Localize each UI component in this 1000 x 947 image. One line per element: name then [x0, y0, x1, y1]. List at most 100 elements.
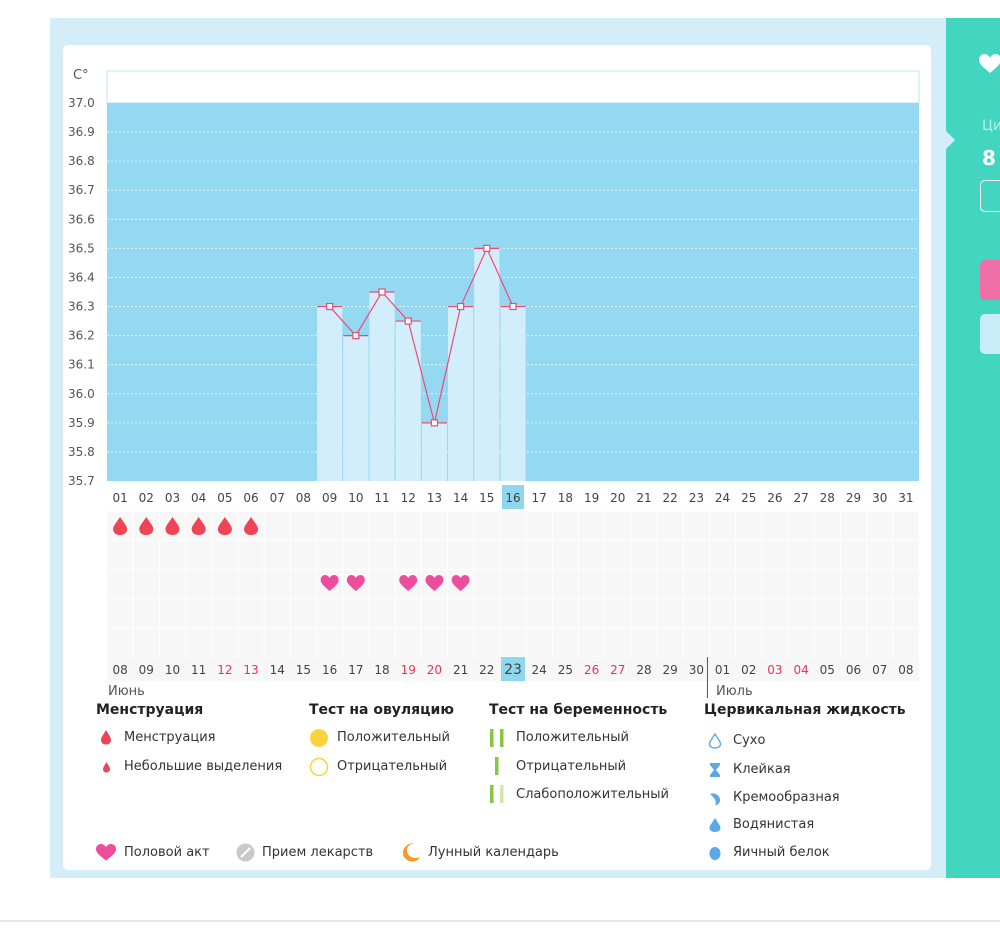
cycle-day-label[interactable]: 16: [505, 491, 520, 505]
cycle-day-label[interactable]: 21: [636, 491, 651, 505]
cycle-day-label[interactable]: 25: [741, 491, 756, 505]
calendar-date-label[interactable]: 18: [374, 663, 389, 677]
cycle-day-label[interactable]: 07: [270, 491, 285, 505]
cycle-day-label[interactable]: 05: [217, 491, 232, 505]
y-tick-label: 35.7: [68, 474, 95, 488]
temperature-point[interactable]: [378, 288, 386, 296]
intercourse-heart-icon[interactable]: [346, 575, 365, 591]
temperature-point[interactable]: [509, 302, 517, 311]
cycle-day-label[interactable]: 31: [898, 491, 913, 505]
menstruation-drop-icon[interactable]: [165, 517, 180, 535]
cycle-day-label[interactable]: 14: [453, 491, 468, 505]
calendar-date-label[interactable]: 19: [401, 663, 416, 677]
add-entry-button[interactable]: [980, 260, 1000, 300]
temperature-point[interactable]: [430, 419, 439, 427]
calendar-date-label[interactable]: 11: [191, 663, 206, 677]
calendar-date-label[interactable]: 22: [479, 663, 494, 677]
calendar-date-label[interactable]: 06: [846, 663, 861, 677]
y-tick-label: 35.8: [68, 445, 95, 459]
calendar-date-label[interactable]: 01: [715, 663, 730, 677]
cycle-day-label[interactable]: 23: [689, 491, 704, 505]
menstruation-drop-icon[interactable]: [113, 517, 128, 535]
cycle-day-label[interactable]: 22: [663, 491, 678, 505]
page-divider: [0, 920, 1000, 922]
calendar-date-label[interactable]: 07: [872, 663, 887, 677]
y-tick-label: 35.9: [68, 416, 95, 430]
cycle-day-label[interactable]: 06: [243, 491, 258, 505]
calendar-date-label[interactable]: 08: [112, 663, 127, 677]
cycle-day-label[interactable]: 09: [322, 491, 337, 505]
cycle-day-label[interactable]: 19: [584, 491, 599, 505]
cycle-day-label[interactable]: 28: [820, 491, 835, 505]
cycle-label: Ци: [982, 118, 1000, 134]
cycle-day-label[interactable]: 26: [767, 491, 782, 505]
cycle-day-label[interactable]: 01: [112, 491, 127, 505]
cycle-day-label[interactable]: 17: [532, 491, 547, 505]
cycle-day-label[interactable]: 03: [165, 491, 180, 505]
calendar-date-label[interactable]: 26: [584, 663, 599, 677]
egg-white-icon: [709, 847, 721, 860]
calendar-date-label[interactable]: 30: [689, 663, 704, 677]
cycle-day-label[interactable]: 30: [872, 491, 887, 505]
temperature-point[interactable]: [457, 302, 465, 311]
calendar-date-label[interactable]: 12: [217, 663, 232, 677]
sidebar-notch: [945, 130, 955, 150]
calendar-date-label[interactable]: 13: [243, 663, 258, 677]
calendar-date-label[interactable]: 02: [741, 663, 756, 677]
cycle-day-label[interactable]: 15: [479, 491, 494, 505]
menstruation-drop-icon[interactable]: [244, 517, 259, 535]
calendar-date-label[interactable]: 04: [793, 663, 808, 677]
cycle-sidebar: Ци 8: [945, 18, 1000, 878]
calendar-date-label[interactable]: 16: [322, 663, 337, 677]
calendar-date-label[interactable]: 17: [348, 663, 363, 677]
secondary-button[interactable]: [980, 314, 1000, 354]
intercourse-heart-icon[interactable]: [425, 575, 444, 591]
heart-icon[interactable]: [979, 54, 1000, 74]
calendar-date-label[interactable]: 29: [663, 663, 678, 677]
cycle-edit-button[interactable]: [980, 180, 1000, 212]
calendar-date-label[interactable]: 23: [504, 662, 522, 678]
calendar-date-label[interactable]: 05: [820, 663, 835, 677]
temperature-bar: [369, 292, 395, 481]
intercourse-heart-icon[interactable]: [320, 575, 339, 591]
calendar-date-label[interactable]: 28: [636, 663, 651, 677]
temperature-point[interactable]: [352, 332, 360, 340]
temperature-bar: [343, 335, 369, 481]
menstruation-drop-icon[interactable]: [217, 517, 232, 535]
intercourse-heart-icon: [96, 844, 116, 861]
cycle-day-label[interactable]: 04: [191, 491, 206, 505]
calendar-date-label[interactable]: 25: [558, 663, 573, 677]
temperature-point[interactable]: [483, 244, 491, 252]
cycle-day-label[interactable]: 18: [558, 491, 573, 505]
watery-icon: [709, 818, 721, 832]
cycle-day-label[interactable]: 20: [610, 491, 625, 505]
cycle-day-label[interactable]: 24: [715, 491, 730, 505]
cycle-day-label[interactable]: 13: [427, 491, 442, 505]
calendar-date-label[interactable]: 10: [165, 663, 180, 677]
cycle-day-label[interactable]: 11: [374, 491, 389, 505]
month-label-july: Июль: [716, 684, 753, 699]
legend-pregnancy-weak: Слабоположительный: [516, 787, 669, 802]
cycle-day-label[interactable]: 10: [348, 491, 363, 505]
temperature-point[interactable]: [404, 317, 412, 325]
calendar-date-label[interactable]: 09: [139, 663, 154, 677]
menstruation-drop-icon[interactable]: [139, 517, 154, 535]
cycle-day-label[interactable]: 29: [846, 491, 861, 505]
calendar-date-label[interactable]: 21: [453, 663, 468, 677]
calendar-date-label[interactable]: 20: [427, 663, 442, 677]
cycle-day-label[interactable]: 08: [296, 491, 311, 505]
calendar-date-label[interactable]: 14: [270, 663, 285, 677]
calendar-date-label[interactable]: 03: [767, 663, 782, 677]
intercourse-heart-icon[interactable]: [451, 575, 470, 591]
menstruation-drop-icon[interactable]: [191, 517, 206, 535]
cycle-day-label[interactable]: 12: [401, 491, 416, 505]
calendar-date-label[interactable]: 24: [532, 663, 547, 677]
calendar-date-label[interactable]: 08: [898, 663, 913, 677]
cycle-day-label[interactable]: 02: [139, 491, 154, 505]
calendar-date-label[interactable]: 15: [296, 663, 311, 677]
intercourse-heart-icon[interactable]: [399, 575, 418, 591]
calendar-date-label[interactable]: 27: [610, 663, 625, 677]
cycle-day-label[interactable]: 27: [793, 491, 808, 505]
temperature-point[interactable]: [326, 302, 334, 311]
